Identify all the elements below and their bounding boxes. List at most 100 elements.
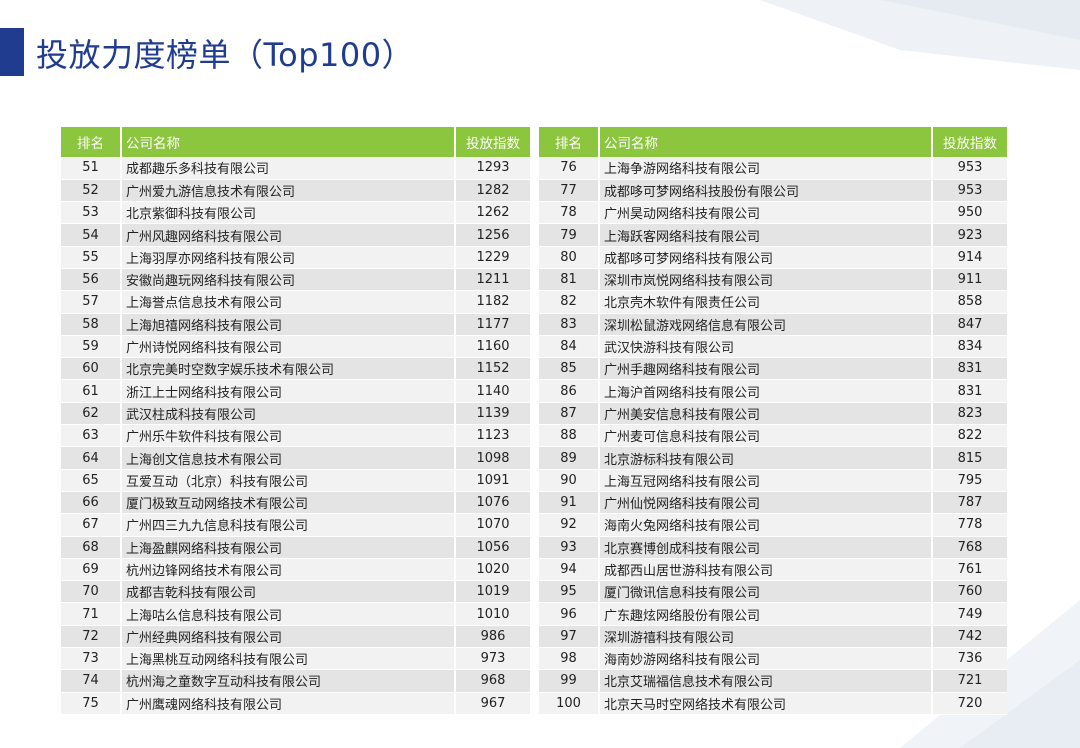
rank-cell: 96 (539, 602, 600, 626)
rank-cell: 91 (539, 491, 600, 515)
index-value-cell: 950 (932, 201, 1007, 225)
table-row: 100 北京天马时空网络技术有限公司 720 (539, 692, 1007, 715)
rank-cell: 92 (539, 513, 600, 537)
table-row: 53 北京紫御科技有限公司 1262 (61, 201, 530, 225)
index-value-cell: 858 (932, 290, 1007, 314)
index-value-cell: 831 (932, 357, 1007, 381)
index-value-cell: 1229 (455, 246, 530, 269)
rank-cell: 76 (539, 157, 600, 180)
rank-cell: 62 (61, 402, 122, 426)
table-row: 91 广州仙悦网络科技有限公司 787 (539, 491, 1007, 515)
index-value-cell: 1177 (455, 313, 530, 336)
table-row: 64 上海创文信息技术有限公司 1098 (61, 446, 530, 470)
company-name-cell: 深圳市岚悦网络科技有限公司 (599, 268, 933, 292)
company-name-cell: 海南妙游网络科技有限公司 (599, 647, 933, 671)
index-value-cell: 1282 (455, 179, 530, 203)
index-value-cell: 834 (932, 335, 1007, 359)
index-value-cell: 1020 (455, 558, 530, 582)
index-value-cell: 1256 (455, 223, 530, 247)
rank-cell: 69 (61, 558, 122, 582)
index-value-cell: 778 (932, 513, 1007, 537)
index-value-cell: 986 (455, 625, 530, 649)
index-value-cell: 1211 (455, 268, 530, 292)
company-name-cell: 上海誉点信息技术有限公司 (121, 290, 456, 314)
title-accent-bar (0, 28, 24, 76)
table-row: 67 广州四三九九信息科技有限公司 1070 (61, 513, 530, 537)
company-name-cell: 上海互冠网络科技有限公司 (599, 469, 933, 492)
index-value-cell: 953 (932, 179, 1007, 203)
index-value-cell: 968 (455, 669, 530, 693)
company-name-cell: 北京壳木软件有限责任公司 (599, 290, 933, 314)
company-name-cell: 广州鹰魂网络科技有限公司 (121, 692, 456, 715)
index-value-cell: 760 (932, 580, 1007, 604)
rank-cell: 63 (61, 424, 122, 448)
index-value-cell: 923 (932, 223, 1007, 247)
rank-cell: 64 (61, 446, 122, 470)
company-name-cell: 北京紫御科技有限公司 (121, 201, 456, 225)
index-value-cell: 1182 (455, 290, 530, 314)
index-value-cell: 1160 (455, 335, 530, 359)
index-value-cell: 721 (932, 669, 1007, 693)
rank-cell: 51 (61, 157, 122, 180)
table-header-row: 排名 公司名称 投放指数 (61, 127, 530, 157)
rank-cell: 54 (61, 223, 122, 247)
rank-cell: 58 (61, 313, 122, 336)
company-name-cell: 广州风趣网络科技有限公司 (121, 223, 456, 247)
index-value-cell: 914 (932, 246, 1007, 269)
company-name-cell: 厦门微讯信息科技有限公司 (599, 580, 933, 604)
rank-cell: 52 (61, 179, 122, 203)
table-row: 87 广州美安信息科技有限公司 823 (539, 402, 1007, 426)
index-value-cell: 795 (932, 469, 1007, 492)
company-name-cell: 广州四三九九信息科技有限公司 (121, 513, 456, 537)
company-name-cell: 北京艾瑞福信息技术有限公司 (599, 669, 933, 693)
index-value-cell: 822 (932, 424, 1007, 448)
company-name-cell: 广州手趣网络科技有限公司 (599, 357, 933, 381)
index-value-cell: 720 (932, 692, 1007, 715)
company-name-cell: 广州乐牛软件科技有限公司 (121, 424, 456, 448)
index-value-cell: 1019 (455, 580, 530, 604)
index-value-cell: 1152 (455, 357, 530, 381)
rank-cell: 66 (61, 491, 122, 515)
table-row: 68 上海盈麒网络科技有限公司 1056 (61, 536, 530, 559)
company-name-cell: 上海盈麒网络科技有限公司 (121, 536, 456, 559)
table-row: 93 北京赛博创成科技有限公司 768 (539, 536, 1007, 559)
rank-cell: 72 (61, 625, 122, 649)
index-value-cell: 1139 (455, 402, 530, 426)
rank-cell: 93 (539, 536, 600, 559)
table-row: 98 海南妙游网络科技有限公司 736 (539, 647, 1007, 671)
rank-cell: 77 (539, 179, 600, 203)
rank-cell: 90 (539, 469, 600, 492)
index-value-cell: 1070 (455, 513, 530, 537)
company-name-cell: 深圳松鼠游戏网络信息有限公司 (599, 313, 933, 336)
table-row: 97 深圳游禧科技有限公司 742 (539, 625, 1007, 649)
table-row: 72 广州经典网络科技有限公司 986 (61, 625, 530, 649)
rank-cell: 60 (61, 357, 122, 381)
rank-cell: 55 (61, 246, 122, 269)
table-header-row: 排名 公司名称 投放指数 (539, 127, 1007, 157)
table-row: 59 广州诗悦网络科技有限公司 1160 (61, 335, 530, 359)
index-value-cell: 831 (932, 379, 1007, 403)
rank-cell: 65 (61, 469, 122, 492)
company-name-cell: 上海跃客网络科技有限公司 (599, 223, 933, 247)
table-row: 58 上海旭禧网络科技有限公司 1177 (61, 313, 530, 336)
header-company: 公司名称 (121, 127, 456, 157)
company-name-cell: 厦门极致互动网络技术有限公司 (121, 491, 456, 515)
company-name-cell: 武汉柱成科技有限公司 (121, 402, 456, 426)
rank-cell: 82 (539, 290, 600, 314)
company-name-cell: 上海创文信息技术有限公司 (121, 446, 456, 470)
header-rank: 排名 (539, 127, 600, 157)
ranking-table-left: 排名 公司名称 投放指数 51 成都趣乐多科技有限公司 1293 52 广州爱九游信息技… (61, 127, 530, 715)
index-value-cell: 847 (932, 313, 1007, 336)
rank-cell: 87 (539, 402, 600, 426)
company-name-cell: 成都趣乐多科技有限公司 (121, 157, 456, 180)
ranking-table-right: 排名 公司名称 投放指数 76 上海争游网络科技有限公司 953 77 成都哆可梦网络科… (539, 127, 1007, 715)
table-row: 78 广州昊动网络科技有限公司 950 (539, 201, 1007, 225)
rank-cell: 98 (539, 647, 600, 671)
rank-cell: 53 (61, 201, 122, 225)
index-value-cell: 787 (932, 491, 1007, 515)
company-name-cell: 深圳游禧科技有限公司 (599, 625, 933, 649)
company-name-cell: 杭州边锋网络技术有限公司 (121, 558, 456, 582)
rank-cell: 81 (539, 268, 600, 292)
index-value-cell: 1010 (455, 602, 530, 626)
company-name-cell: 广州昊动网络科技有限公司 (599, 201, 933, 225)
